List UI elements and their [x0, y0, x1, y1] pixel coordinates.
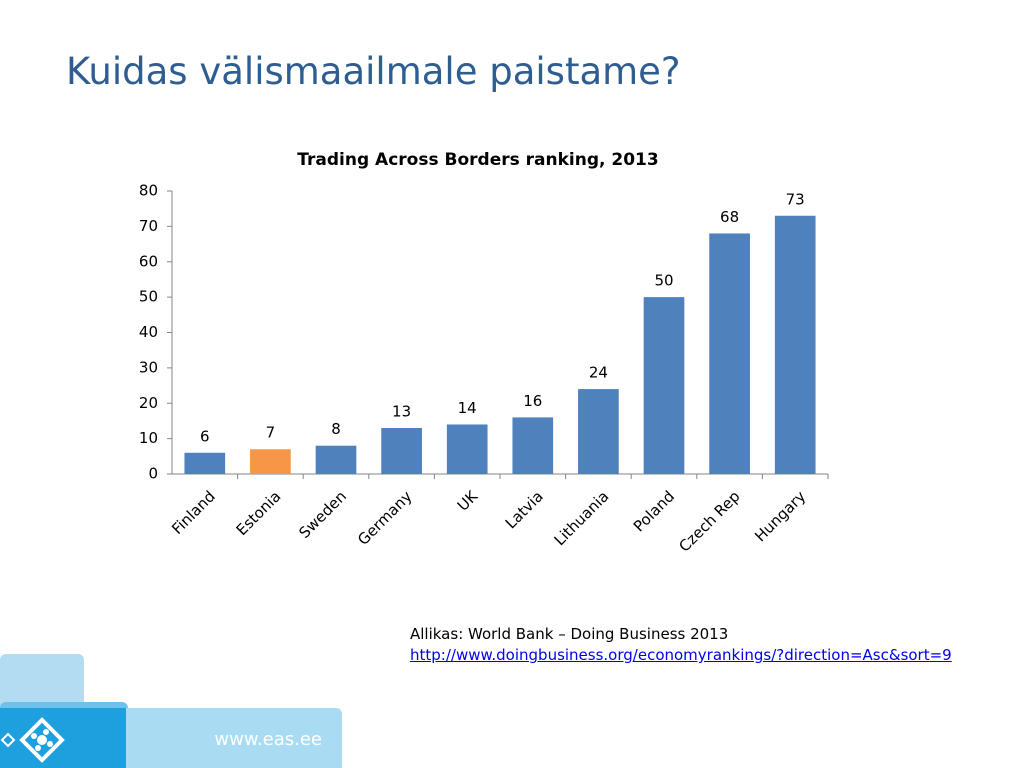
- x-tick-label: Latvia: [502, 487, 547, 532]
- source-text: Allikas: World Bank – Doing Business 201…: [410, 625, 729, 643]
- bar: [250, 449, 291, 474]
- footer: www.eas.ee: [0, 654, 342, 768]
- y-tick-label: 10: [139, 429, 158, 447]
- y-tick-label: 0: [148, 465, 158, 483]
- source: Allikas: World Bank – Doing Business 201…: [410, 624, 980, 666]
- y-tick-label: 30: [139, 358, 158, 376]
- footer-logo-box: [0, 708, 126, 768]
- y-tick-label: 80: [139, 182, 158, 200]
- footer-url: www.eas.ee: [214, 729, 322, 750]
- x-tick-label: Hungary: [751, 487, 809, 545]
- bar: [512, 417, 554, 474]
- data-label: 16: [523, 392, 542, 410]
- bar: [315, 445, 357, 474]
- x-tick-label: Estonia: [233, 487, 285, 539]
- bar: [578, 389, 619, 474]
- x-tick-label: UK: [454, 486, 482, 514]
- x-tick-label: Finland: [168, 487, 219, 538]
- data-label: 7: [266, 424, 276, 442]
- source-link[interactable]: http://www.doingbusiness.org/economyrank…: [410, 646, 952, 664]
- data-label: 14: [458, 399, 477, 417]
- x-tick-label: Lithuania: [551, 487, 613, 549]
- bar: [643, 297, 685, 474]
- bar: [184, 452, 226, 474]
- logo: [0, 717, 65, 763]
- x-tick-label: Poland: [630, 487, 678, 535]
- data-label: 68: [720, 208, 739, 226]
- y-tick-label: 40: [139, 323, 158, 341]
- bar: [709, 233, 750, 474]
- bar: [774, 215, 816, 474]
- y-tick-label: 20: [139, 394, 158, 412]
- data-label: 24: [589, 364, 608, 382]
- chart: Trading Across Borders ranking, 2013 0 10…: [139, 150, 829, 556]
- x-tick-label: Sweden: [295, 487, 350, 542]
- y-tick-label: 70: [139, 217, 158, 235]
- y-tick-label: 60: [139, 252, 158, 270]
- data-label: 13: [392, 403, 411, 421]
- data-label: 6: [200, 427, 210, 445]
- slide-title: Kuidas välismaailmale paistame?: [66, 50, 681, 93]
- bar: [381, 428, 422, 474]
- data-label: 8: [331, 420, 341, 438]
- bar: [446, 424, 488, 474]
- y-tick-label: 50: [139, 288, 158, 306]
- data-label: 73: [786, 190, 805, 208]
- x-tick-label: Czech Rep: [675, 487, 743, 555]
- data-label: 50: [654, 272, 673, 290]
- chart-title: Trading Across Borders ranking, 2013: [297, 150, 658, 170]
- x-tick-label: Germany: [354, 487, 416, 549]
